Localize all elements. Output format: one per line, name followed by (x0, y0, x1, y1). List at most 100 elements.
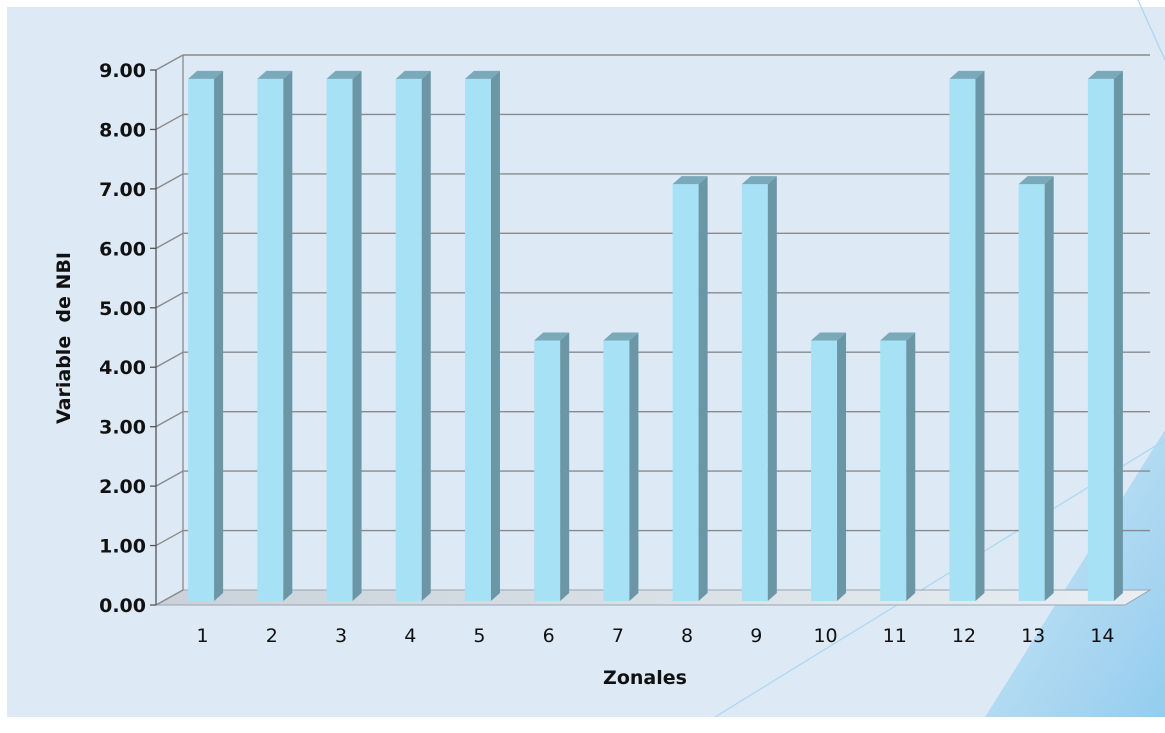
gridline-depth (155, 173, 184, 190)
bar-side (629, 332, 639, 601)
bar (1087, 70, 1123, 601)
y-tick-label: 1.00 (99, 536, 146, 558)
gridline-depth (155, 292, 184, 309)
bar (464, 70, 500, 601)
bar-top (257, 70, 293, 79)
bar-front (741, 184, 768, 601)
bar-top (603, 332, 639, 341)
bar-front (534, 340, 561, 601)
bar-top (1018, 176, 1054, 185)
bar-side (214, 70, 224, 601)
y-tick-label: 5.00 (99, 298, 146, 320)
x-tick-label: 7 (612, 625, 624, 647)
bar-front (1018, 184, 1045, 601)
bar-side (1044, 176, 1054, 601)
bar (603, 332, 639, 601)
x-tick-label: 6 (543, 625, 555, 647)
bar (395, 70, 431, 601)
bar (534, 332, 570, 601)
bar-top (1087, 70, 1123, 79)
bar (672, 176, 708, 601)
x-tick-label: 14 (1090, 625, 1114, 647)
bar-front (464, 78, 491, 601)
bar-side (975, 70, 985, 601)
x-axis-labels: 1 2 3 4 5 6 7 8 9 10 11 12 13 14 (197, 625, 1115, 647)
gridline-depth (155, 351, 184, 368)
bar-side (490, 70, 500, 601)
bar-top (672, 176, 708, 185)
bar-front (811, 340, 838, 601)
bar-top (326, 70, 362, 79)
bar-top (949, 70, 985, 79)
chart-floor (154, 589, 1152, 606)
bar-top (395, 70, 431, 79)
x-tick-label: 9 (750, 625, 762, 647)
bar (880, 332, 916, 601)
bar (1018, 176, 1054, 601)
y-tick-label: 3.00 (99, 417, 146, 439)
bar (188, 70, 224, 601)
y-tick-label: 4.00 (99, 357, 146, 379)
decorative-line (1137, 0, 1165, 61)
gridline-depth (155, 232, 184, 249)
bar-front (880, 340, 907, 601)
y-tick-label: 9.00 (99, 60, 146, 82)
gridline-depth (155, 411, 184, 428)
bar-front (672, 184, 699, 601)
bar-front (603, 340, 630, 601)
bar-top (741, 176, 777, 185)
bar (741, 176, 777, 601)
x-tick-label: 8 (681, 625, 693, 647)
bar (811, 332, 847, 601)
gridline-depth (155, 113, 184, 131)
bar-top (880, 332, 916, 341)
gridline-depth (155, 529, 184, 547)
bar-top (811, 332, 847, 341)
x-tick-label: 11 (883, 625, 907, 647)
bar-front (257, 78, 284, 601)
x-tick-label: 10 (813, 625, 837, 647)
x-tick-label: 4 (404, 625, 416, 647)
y-axis: 0.00 1.00 2.00 3.00 4.00 5.00 6.00 7.00 8.00 9.00 (99, 60, 157, 617)
y-tick-label: 2.00 (99, 476, 146, 498)
bar-side (421, 70, 431, 601)
x-tick-label: 13 (1021, 625, 1045, 647)
x-tick-label: 5 (473, 625, 485, 647)
x-tick-label: 12 (952, 625, 976, 647)
bar-side (352, 70, 362, 601)
bar (949, 70, 985, 601)
x-axis-title: Zonales (603, 667, 687, 689)
y-tick-label: 0.00 (99, 595, 146, 617)
bar (257, 70, 293, 601)
bar-side (1113, 70, 1123, 601)
bar-front (949, 78, 976, 601)
bar-side (767, 176, 777, 601)
bar-side (283, 70, 293, 601)
gridline-depth (155, 470, 184, 487)
bar (326, 70, 362, 601)
gridline-depth (155, 54, 184, 71)
x-tick-label: 1 (197, 625, 209, 647)
bar-side (837, 332, 847, 601)
bar-side (560, 332, 570, 601)
bar-front (326, 78, 353, 601)
bar-front (188, 78, 215, 601)
bar-side (906, 332, 916, 601)
y-axis-title: Variable de NBI (53, 252, 75, 424)
bar-top (464, 70, 500, 79)
bar-front (1087, 78, 1114, 601)
bar-top (188, 70, 224, 79)
bar-front (395, 78, 422, 601)
gridline-depth (155, 589, 184, 606)
y-tick-label: 6.00 (99, 238, 146, 260)
x-tick-label: 3 (335, 625, 347, 647)
bars (188, 70, 1123, 601)
y-tick-label: 7.00 (99, 179, 146, 201)
plot-background (7, 7, 1165, 717)
bar-top (534, 332, 570, 341)
bar-side (698, 176, 708, 601)
x-tick-label: 2 (266, 625, 278, 647)
y-tick-label: 8.00 (99, 119, 146, 141)
